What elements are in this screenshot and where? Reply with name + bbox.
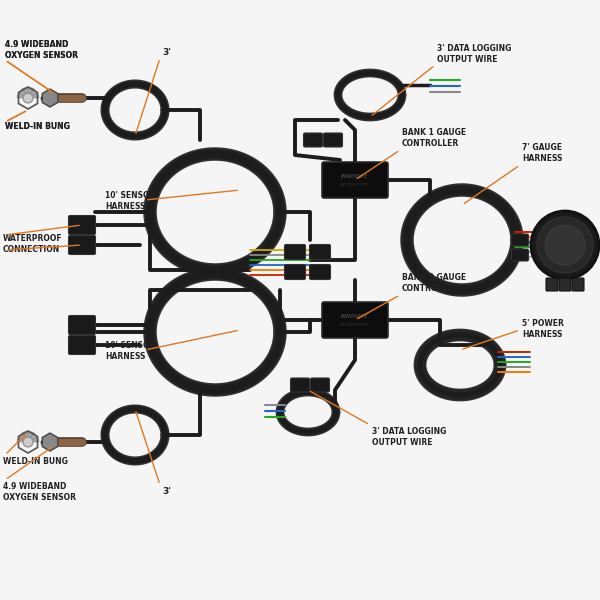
Polygon shape bbox=[19, 433, 28, 442]
FancyBboxPatch shape bbox=[559, 278, 571, 291]
Text: MOTORSPORTS: MOTORSPORTS bbox=[340, 183, 370, 187]
FancyBboxPatch shape bbox=[68, 316, 95, 335]
Circle shape bbox=[23, 437, 33, 447]
FancyBboxPatch shape bbox=[322, 302, 388, 338]
Circle shape bbox=[531, 211, 599, 279]
Text: WELD-IN BUNG: WELD-IN BUNG bbox=[3, 457, 68, 466]
Polygon shape bbox=[42, 89, 58, 107]
Polygon shape bbox=[28, 431, 34, 442]
Text: WELD-IN BUNG: WELD-IN BUNG bbox=[5, 122, 70, 131]
FancyBboxPatch shape bbox=[284, 245, 305, 259]
Polygon shape bbox=[17, 437, 28, 442]
Text: WELD-IN BUNG: WELD-IN BUNG bbox=[5, 122, 70, 131]
Text: BANK 1 GAUGE
CONTROLLER: BANK 1 GAUGE CONTROLLER bbox=[402, 128, 466, 148]
FancyBboxPatch shape bbox=[284, 265, 305, 280]
FancyBboxPatch shape bbox=[68, 215, 95, 235]
Text: 7' GAUGE
HARNESS: 7' GAUGE HARNESS bbox=[522, 143, 562, 163]
Text: MOTORSPORTS: MOTORSPORTS bbox=[340, 323, 370, 327]
FancyBboxPatch shape bbox=[310, 265, 331, 280]
Polygon shape bbox=[28, 437, 39, 442]
FancyBboxPatch shape bbox=[546, 278, 558, 291]
FancyBboxPatch shape bbox=[511, 249, 529, 261]
Text: 10' SENSOR
HARNESS: 10' SENSOR HARNESS bbox=[105, 341, 155, 361]
Polygon shape bbox=[28, 88, 38, 98]
FancyBboxPatch shape bbox=[311, 378, 329, 392]
Circle shape bbox=[23, 93, 33, 103]
FancyBboxPatch shape bbox=[290, 378, 310, 392]
Text: 3' DATA LOGGING
OUTPUT WIRE: 3' DATA LOGGING OUTPUT WIRE bbox=[372, 427, 446, 448]
Text: 3' DATA LOGGING
OUTPUT WIRE: 3' DATA LOGGING OUTPUT WIRE bbox=[437, 44, 511, 64]
FancyBboxPatch shape bbox=[310, 245, 331, 259]
Text: 5' POWER
HARNESS: 5' POWER HARNESS bbox=[522, 319, 564, 339]
FancyBboxPatch shape bbox=[68, 335, 95, 355]
Text: WATERPROOF
CONNECTION: WATERPROOF CONNECTION bbox=[3, 234, 62, 254]
Text: INNOVATE: INNOVATE bbox=[341, 173, 369, 179]
FancyBboxPatch shape bbox=[511, 234, 529, 246]
Text: 10' SENSOR
HARNESS: 10' SENSOR HARNESS bbox=[105, 191, 155, 211]
Polygon shape bbox=[19, 88, 28, 98]
Polygon shape bbox=[23, 431, 28, 442]
Text: 4.9 WIDEBAND
OXYGEN SENSOR: 4.9 WIDEBAND OXYGEN SENSOR bbox=[5, 40, 78, 60]
Text: 4.9 WIDEBAND
OXYGEN SENSOR: 4.9 WIDEBAND OXYGEN SENSOR bbox=[5, 40, 78, 60]
Polygon shape bbox=[28, 433, 38, 442]
Circle shape bbox=[537, 217, 593, 273]
FancyBboxPatch shape bbox=[304, 133, 323, 147]
Polygon shape bbox=[42, 433, 58, 451]
Text: 3': 3' bbox=[162, 48, 171, 57]
Polygon shape bbox=[17, 92, 28, 98]
FancyBboxPatch shape bbox=[323, 133, 343, 147]
Text: 4.9 WIDEBAND
OXYGEN SENSOR: 4.9 WIDEBAND OXYGEN SENSOR bbox=[3, 482, 76, 502]
Text: BANK 2 GAUGE
CONTROLLER: BANK 2 GAUGE CONTROLLER bbox=[402, 272, 466, 293]
FancyBboxPatch shape bbox=[68, 235, 95, 254]
Circle shape bbox=[545, 225, 585, 265]
FancyBboxPatch shape bbox=[322, 162, 388, 198]
Polygon shape bbox=[28, 87, 34, 98]
Text: 3': 3' bbox=[162, 487, 171, 496]
Text: INNOVATE: INNOVATE bbox=[341, 313, 369, 319]
Polygon shape bbox=[28, 92, 39, 98]
Polygon shape bbox=[23, 87, 28, 98]
FancyBboxPatch shape bbox=[572, 278, 584, 291]
